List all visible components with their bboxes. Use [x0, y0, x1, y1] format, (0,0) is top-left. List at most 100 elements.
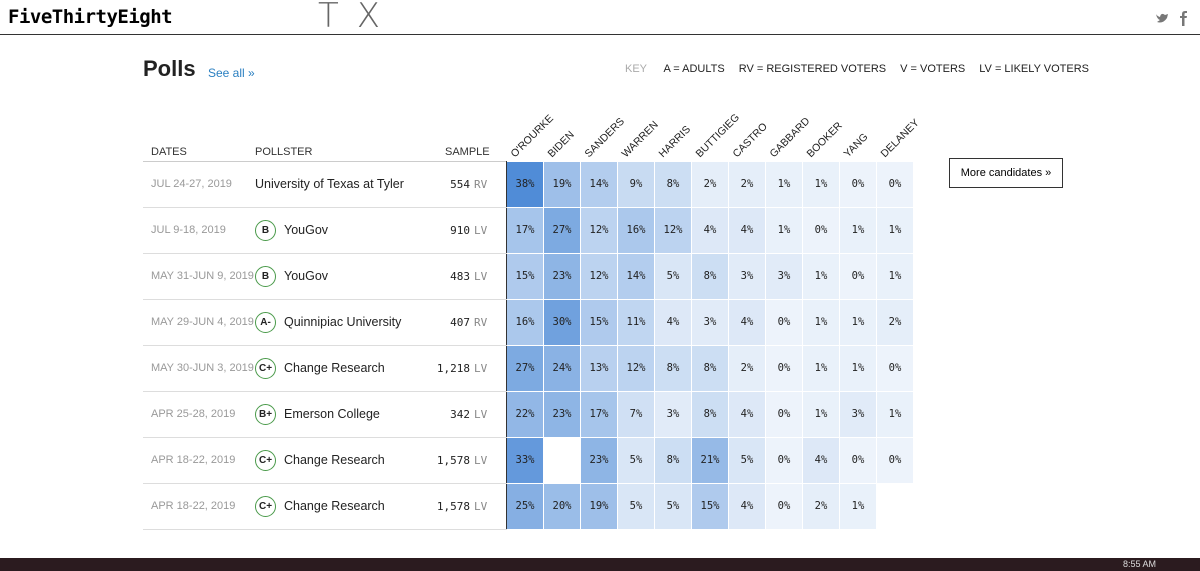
grade-badge: C+ [255, 496, 276, 517]
poll-cell: 12% [581, 208, 617, 253]
clock: 8:55 AM [1122, 559, 1156, 569]
grade-badge: B [255, 266, 276, 287]
key: KEY A = ADULTS RV = REGISTERED VOTERS V = … [625, 63, 1103, 75]
row-rule [143, 299, 507, 300]
population: LV [474, 454, 488, 467]
header-rule [0, 34, 1200, 35]
poll-dates: APR 25-28, 2019 [151, 408, 236, 420]
row-rule [143, 345, 507, 346]
poll-cell: 1% [877, 208, 913, 253]
poll-cell: 13% [581, 346, 617, 391]
poll-cell: 1% [766, 208, 802, 253]
sample-size: 554 [450, 178, 470, 191]
poll-cell: 2% [803, 484, 839, 529]
brand[interactable]: FiveThirtyEight [8, 6, 173, 28]
taskbar: 8:55 AM [0, 558, 1200, 571]
poll-cell: 8% [692, 254, 728, 299]
poll-dates: JUL 9-18, 2019 [151, 224, 226, 236]
poll-cell: 12% [618, 346, 654, 391]
pollster-name: University of Texas at Tyler [255, 177, 404, 191]
poll-cell: 38% [507, 162, 543, 207]
poll-cell: 4% [692, 208, 728, 253]
poll-cell: 4% [729, 208, 765, 253]
poll-cell: 23% [544, 392, 580, 437]
candidate-header: HARRIS [656, 123, 694, 160]
poll-cell: 1% [840, 300, 876, 345]
column-header: POLLSTER [255, 146, 313, 158]
poll-cell: 8% [692, 346, 728, 391]
facebook-icon[interactable] [1180, 11, 1187, 26]
poll-cell: 1% [803, 392, 839, 437]
poll-cell: 24% [544, 346, 580, 391]
poll-cell: 3% [692, 300, 728, 345]
twitter-icon[interactable] [1156, 13, 1168, 23]
pollster-name: Change Research [284, 361, 385, 375]
sample-size: 1,218 [436, 362, 470, 375]
poll-cell: 19% [544, 162, 580, 207]
candidate-header: BIDEN [545, 128, 577, 160]
poll-cell: 21% [692, 438, 728, 483]
poll-cell: 1% [803, 346, 839, 391]
poll-cell: 9% [618, 162, 654, 207]
poll-cell: 0% [840, 254, 876, 299]
sample-size: 1,578 [436, 500, 470, 513]
candidate-header: BOOKER [804, 119, 845, 160]
grade-badge: C+ [255, 450, 276, 471]
poll-cell: 33% [507, 438, 543, 483]
poll-cell: 25% [507, 484, 543, 529]
candidate-header: DELANEY [878, 116, 922, 160]
poll-cell: 0% [803, 208, 839, 253]
poll-cell: 1% [840, 484, 876, 529]
poll-cell: 0% [766, 300, 802, 345]
poll-cell: 5% [655, 484, 691, 529]
key-item: A = ADULTS [663, 63, 725, 75]
poll-cell: 8% [692, 392, 728, 437]
sample-size: 407 [450, 316, 470, 329]
poll-cell: 0% [877, 346, 913, 391]
annotation: TX [318, 0, 399, 36]
poll-cell: 0% [840, 162, 876, 207]
poll-cell [544, 438, 580, 483]
poll-cell: 22% [507, 392, 543, 437]
poll-cell: 4% [729, 392, 765, 437]
population: LV [474, 362, 488, 375]
key-item: LV = LIKELY VOTERS [979, 63, 1089, 75]
column-header: SAMPLE [445, 146, 490, 158]
poll-cell: 0% [877, 438, 913, 483]
see-all-link[interactable]: See all » [208, 66, 255, 80]
poll-dates: APR 18-22, 2019 [151, 500, 236, 512]
poll-cell: 20% [544, 484, 580, 529]
poll-dates: APR 18-22, 2019 [151, 454, 236, 466]
poll-cell: 5% [655, 254, 691, 299]
poll-dates: MAY 30-JUN 3, 2019 [151, 362, 254, 374]
poll-cell: 1% [877, 392, 913, 437]
poll-cell: 0% [840, 438, 876, 483]
row-rule [143, 483, 507, 484]
poll-cell: 2% [877, 300, 913, 345]
poll-cell [877, 484, 913, 529]
poll-cell: 2% [729, 346, 765, 391]
poll-cell: 4% [803, 438, 839, 483]
poll-cell: 3% [766, 254, 802, 299]
row-rule [143, 253, 507, 254]
social-icons [1156, 11, 1187, 26]
poll-cell: 5% [729, 438, 765, 483]
header-rule [143, 161, 507, 162]
candidate-header: YANG [841, 131, 871, 160]
grade-badge: B [255, 220, 276, 241]
poll-cell: 5% [618, 484, 654, 529]
population: LV [474, 408, 488, 421]
poll-dates: MAY 31-JUN 9, 2019 [151, 270, 254, 282]
pollster-name: Quinnipiac University [284, 315, 402, 329]
poll-cell: 23% [581, 438, 617, 483]
pollster-name: YouGov [284, 223, 329, 237]
sample-size: 1,578 [436, 454, 470, 467]
key-item: V = VOTERS [900, 63, 966, 75]
poll-cell: 1% [840, 208, 876, 253]
poll-cell: 0% [766, 392, 802, 437]
poll-cell: 12% [581, 254, 617, 299]
poll-cell: 8% [655, 162, 691, 207]
more-candidates-button[interactable]: More candidates » [949, 158, 1063, 188]
poll-cell: 1% [803, 162, 839, 207]
poll-cell: 15% [692, 484, 728, 529]
